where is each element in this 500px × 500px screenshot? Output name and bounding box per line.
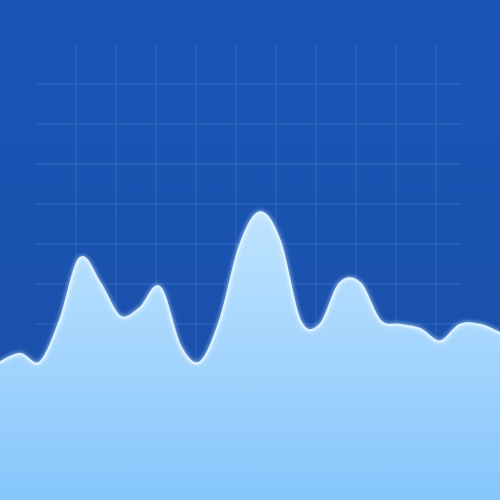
series-line bbox=[0, 211, 500, 365]
series bbox=[0, 211, 500, 500]
area-fill bbox=[0, 212, 500, 500]
